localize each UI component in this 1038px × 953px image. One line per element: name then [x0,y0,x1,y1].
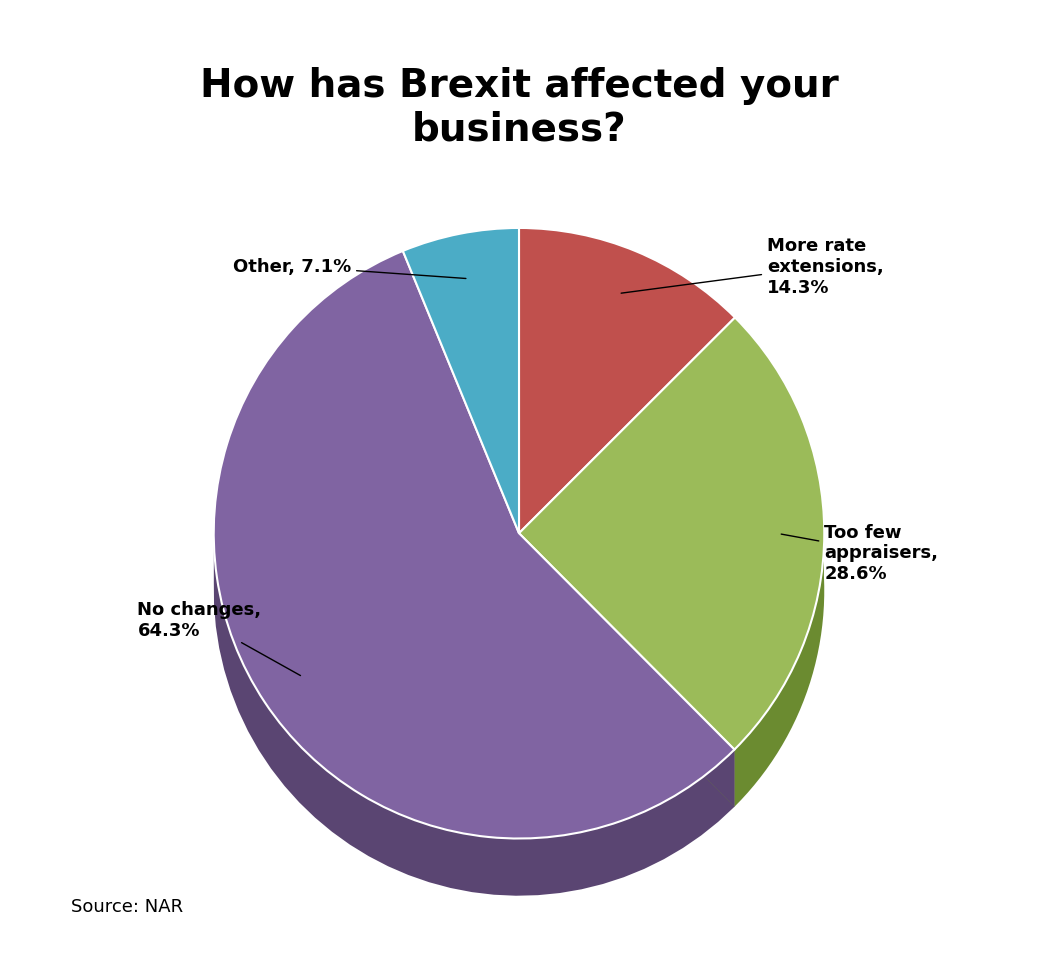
Polygon shape [519,534,735,807]
Polygon shape [519,534,735,807]
Polygon shape [735,519,824,807]
Text: How has Brexit affected your
business?: How has Brexit affected your business? [199,67,839,149]
Text: Source: NAR: Source: NAR [71,897,183,915]
Wedge shape [519,318,824,750]
Text: More rate
extensions,
14.3%: More rate extensions, 14.3% [621,237,883,296]
Wedge shape [403,229,519,534]
Polygon shape [214,526,735,896]
Wedge shape [519,229,735,534]
Text: No changes,
64.3%: No changes, 64.3% [137,600,300,676]
Text: Other, 7.1%: Other, 7.1% [233,258,466,279]
Wedge shape [214,252,735,839]
Text: Too few
appraisers,
28.6%: Too few appraisers, 28.6% [782,523,938,582]
